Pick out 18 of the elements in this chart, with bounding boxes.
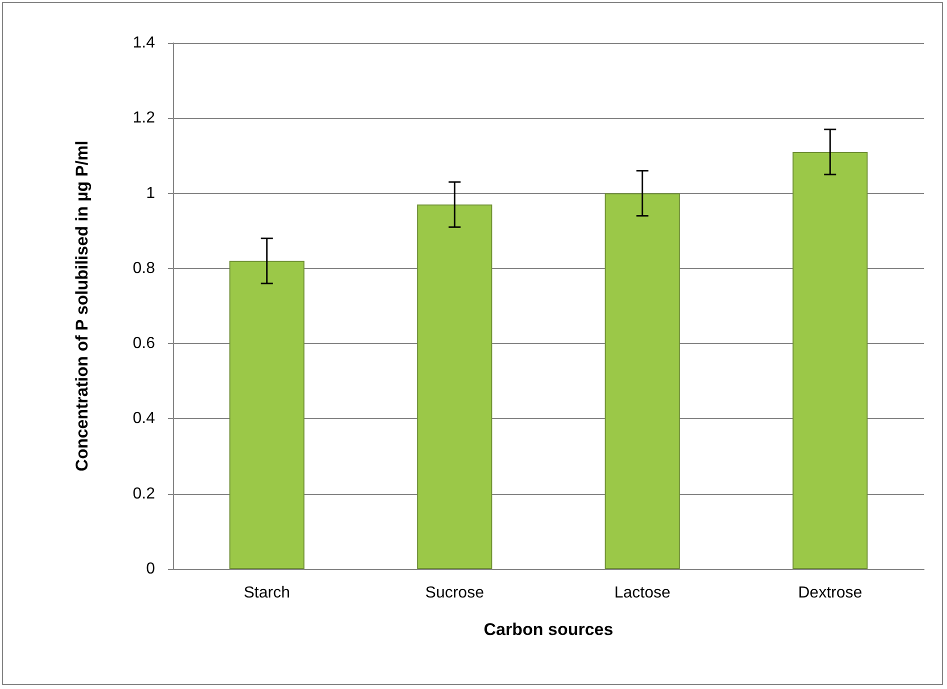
- y-axis-title: Concentration of P solubilised in µg P/ml: [72, 140, 92, 472]
- x-tick-label: Dextrose: [798, 584, 862, 602]
- y-tick-label: 1: [146, 184, 156, 202]
- x-axis-title: Carbon sources: [484, 620, 614, 639]
- bar: [604, 193, 680, 569]
- x-tick-label: Sucrose: [425, 584, 484, 602]
- y-tick-label: 0.6: [132, 335, 156, 352]
- y-tick-label: 0.2: [132, 485, 156, 502]
- y-tick-label: 0: [146, 560, 156, 578]
- x-tick-label: Starch: [244, 584, 290, 602]
- bar: [417, 204, 492, 569]
- y-tick-label: 0.4: [132, 410, 156, 428]
- bar: [229, 260, 304, 569]
- bar: [792, 152, 868, 569]
- y-tick-label: 0.8: [132, 260, 156, 277]
- y-tick-label: 1.2: [132, 110, 156, 127]
- x-tick-label: Lactose: [614, 584, 670, 602]
- y-tick-label: 1.4: [132, 34, 156, 52]
